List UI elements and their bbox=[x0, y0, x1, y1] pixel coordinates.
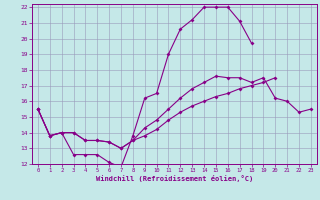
X-axis label: Windchill (Refroidissement éolien,°C): Windchill (Refroidissement éolien,°C) bbox=[96, 175, 253, 182]
